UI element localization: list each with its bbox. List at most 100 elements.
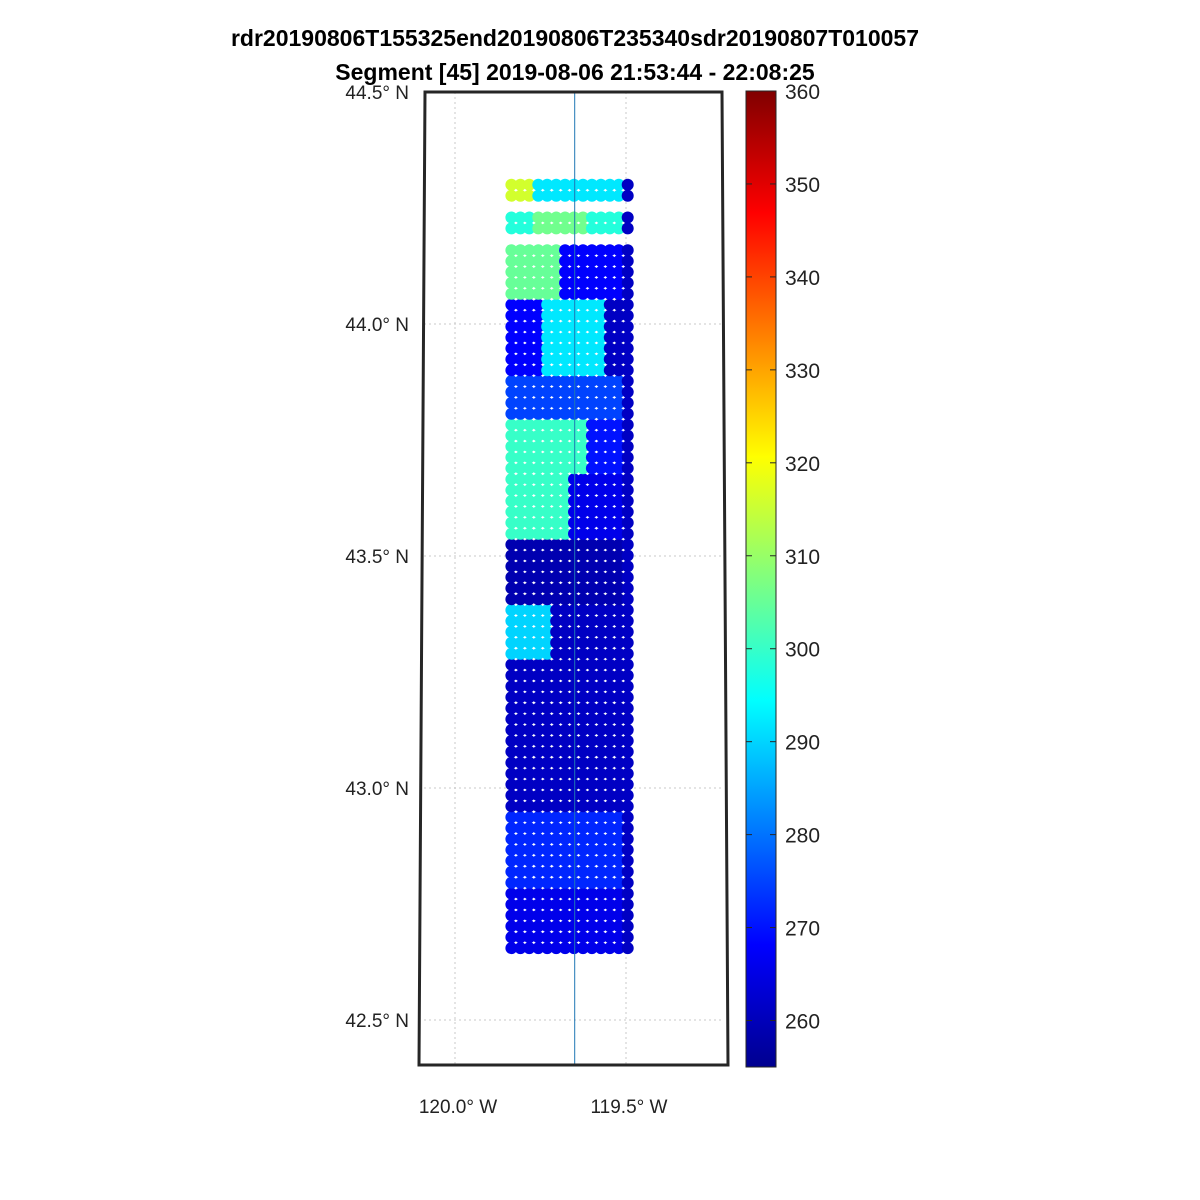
- data-point: [523, 440, 536, 453]
- data-point: [594, 680, 607, 693]
- data-point: [603, 320, 616, 333]
- data-point: [621, 560, 634, 573]
- data-point: [505, 189, 518, 202]
- data-point: [603, 876, 616, 889]
- data-point: [505, 833, 518, 845]
- data-point: [594, 734, 607, 747]
- data-point: [523, 658, 536, 671]
- data-point: [612, 615, 625, 627]
- data-point: [523, 909, 536, 922]
- data-point: [585, 505, 598, 518]
- data-point: [603, 593, 616, 606]
- data-point: [594, 669, 607, 682]
- data-point: [612, 745, 625, 758]
- data-point: [514, 713, 527, 726]
- data-point: [568, 255, 580, 268]
- data-point: [585, 309, 598, 322]
- data-point: [577, 822, 589, 835]
- data-point: [603, 222, 616, 235]
- data-point: [612, 942, 625, 955]
- lat-tick-label: 43.5° N: [345, 547, 409, 568]
- data-point: [505, 484, 518, 497]
- data-point: [612, 898, 625, 911]
- data-point: [514, 789, 527, 802]
- data-point: [594, 615, 607, 627]
- data-point: [514, 276, 527, 289]
- data-point: [568, 484, 580, 497]
- data-point: [541, 505, 554, 518]
- data-point: [550, 287, 563, 300]
- data-point: [577, 189, 589, 202]
- data-point: [621, 495, 634, 507]
- data-point: [603, 756, 616, 769]
- data-point: [523, 462, 536, 475]
- data-point: [594, 309, 607, 322]
- data-point: [585, 255, 598, 268]
- data-point: [541, 320, 554, 333]
- data-point: [532, 854, 545, 867]
- data-point: [523, 396, 536, 409]
- data-point: [541, 178, 554, 191]
- data-point: [541, 342, 554, 355]
- data-point: [621, 440, 634, 453]
- data-point: [585, 843, 598, 856]
- data-point: [603, 549, 616, 562]
- data-point: [621, 571, 634, 584]
- data-point: [603, 309, 616, 322]
- data-point: [559, 516, 572, 529]
- data-point: [532, 582, 545, 595]
- data-point: [532, 767, 545, 780]
- data-point: [621, 843, 634, 856]
- data-point: [603, 734, 616, 747]
- data-point: [621, 789, 634, 802]
- data-point: [514, 364, 527, 377]
- data-point: [523, 625, 536, 638]
- data-point: [532, 822, 545, 835]
- data-point: [568, 909, 580, 922]
- data-point: [621, 920, 634, 933]
- data-point: [612, 462, 625, 475]
- data-point: [505, 582, 518, 595]
- data-point: [603, 789, 616, 802]
- data-point: [603, 244, 616, 257]
- data-point: [514, 342, 527, 355]
- data-point: [559, 778, 572, 791]
- data-point: [514, 745, 527, 758]
- data-point: [550, 211, 563, 224]
- data-point: [621, 473, 634, 486]
- data-point: [532, 364, 545, 377]
- data-point: [585, 789, 598, 802]
- data-point: [612, 549, 625, 562]
- data-point: [612, 680, 625, 693]
- data-point: [603, 418, 616, 431]
- data-point: [550, 462, 563, 475]
- data-point: [514, 451, 527, 464]
- data-point: [568, 462, 580, 475]
- data-point: [603, 571, 616, 584]
- data-point: [559, 876, 572, 889]
- data-point: [523, 342, 536, 355]
- data-point: [612, 582, 625, 595]
- data-point: [541, 549, 554, 562]
- data-point: [505, 353, 518, 366]
- data-point: [505, 658, 518, 671]
- data-point: [603, 931, 616, 944]
- data-point: [514, 298, 527, 311]
- data-point: [594, 571, 607, 584]
- data-point: [621, 342, 634, 355]
- data-point: [505, 375, 518, 388]
- data-point: [568, 276, 580, 289]
- data-point: [594, 451, 607, 464]
- data-point: [577, 724, 589, 736]
- data-point: [621, 942, 634, 955]
- data-point: [541, 222, 554, 235]
- data-point: [594, 396, 607, 409]
- data-point: [505, 615, 518, 627]
- data-point: [568, 702, 580, 715]
- data-point: [550, 833, 563, 845]
- data-point: [523, 484, 536, 497]
- data-point: [577, 527, 589, 540]
- data-point: [603, 407, 616, 420]
- data-point: [594, 713, 607, 726]
- data-point: [559, 713, 572, 726]
